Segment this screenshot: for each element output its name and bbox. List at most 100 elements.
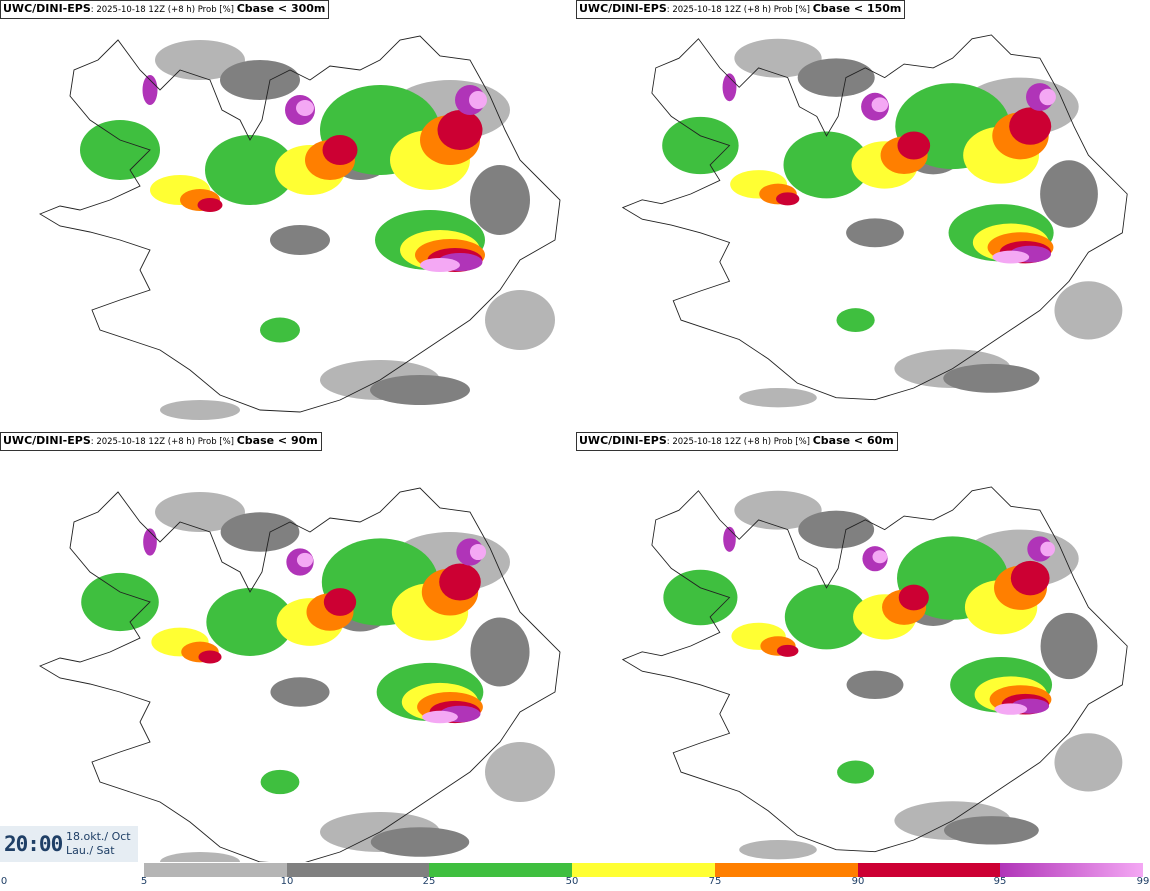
probability-area	[943, 363, 1040, 393]
probability-area	[470, 165, 530, 235]
map-panel-300m: UWC/DINI-EPS: 2025-10-18 12Z (+8 h) Prob…	[0, 0, 574, 430]
legend-segment	[287, 863, 429, 877]
iceland-probability-map	[621, 486, 1128, 860]
probability-area	[1010, 560, 1050, 596]
probability-area	[270, 225, 330, 255]
legend-segment	[715, 863, 858, 877]
probability-area	[296, 100, 314, 116]
legend-tick-label: 50	[565, 876, 579, 887]
probability-area	[837, 760, 875, 784]
probability-area	[437, 110, 483, 150]
legend-tick-label: 5	[140, 876, 148, 887]
legend-segment	[858, 863, 1000, 877]
probability-area	[739, 388, 817, 408]
probability-area	[776, 644, 799, 657]
probability-area	[723, 526, 736, 552]
probability-area	[1040, 160, 1098, 228]
panel-title: UWC/DINI-EPS: 2025-10-18 12Z (+8 h) Prob…	[576, 0, 906, 19]
probability-area	[739, 840, 817, 860]
probability-area	[420, 258, 460, 272]
panel-title: UWC/DINI-EPS: 2025-10-18 12Z (+8 h) Prob…	[0, 0, 330, 19]
probability-area	[469, 91, 487, 109]
panel-title: UWC/DINI-EPS: 2025-10-18 12Z (+8 h) Prob…	[0, 432, 322, 451]
probability-area	[846, 218, 904, 248]
probability-area	[155, 492, 245, 532]
coastline	[621, 486, 1128, 853]
probability-area	[485, 290, 555, 350]
coastline	[621, 34, 1128, 401]
probability-area	[663, 569, 738, 626]
legend-segment	[144, 863, 287, 877]
probability-area	[323, 588, 357, 616]
probability-area	[270, 677, 330, 707]
valid-date: 18.okt./ Oct Lau./ Sat	[66, 830, 131, 857]
coastline	[38, 35, 561, 413]
probability-area	[439, 563, 481, 601]
probability-area	[871, 97, 889, 113]
probability-area	[160, 400, 240, 420]
legend-tick-label: 75	[708, 876, 722, 887]
probability-area	[994, 703, 1028, 715]
probability-area	[662, 116, 739, 175]
probability-area	[846, 670, 904, 700]
probability-area	[469, 543, 487, 561]
probability-area	[797, 58, 875, 97]
probability-area	[422, 710, 458, 724]
probability-area	[783, 131, 870, 199]
legend-segment	[572, 863, 715, 877]
probability-area	[734, 490, 822, 530]
probability-area	[260, 317, 300, 343]
probability-area	[836, 308, 875, 333]
probability-area	[784, 584, 869, 650]
legend-tick-label: 10	[280, 876, 294, 887]
probability-area	[470, 617, 530, 687]
probability-area	[722, 73, 737, 102]
probability-area	[1009, 107, 1052, 145]
probability-area	[897, 131, 931, 160]
probability-area	[1054, 733, 1123, 792]
probability-area	[296, 552, 314, 568]
valid-time-box: 20:00 18.okt./ Oct Lau./ Sat	[0, 826, 138, 862]
probability-area	[1039, 88, 1056, 106]
coastline	[38, 487, 561, 862]
probability-area	[734, 38, 822, 78]
color-legend: 0 5 10 25 50 75 90 95 99	[0, 862, 1150, 891]
map-panel-150m: UWC/DINI-EPS: 2025-10-18 12Z (+8 h) Prob…	[576, 0, 1150, 430]
legend-tick-label: 99	[1136, 876, 1150, 887]
panel-title: UWC/DINI-EPS: 2025-10-18 12Z (+8 h) Prob…	[576, 432, 898, 451]
probability-area	[260, 769, 300, 795]
map-panel-60m: UWC/DINI-EPS: 2025-10-18 12Z (+8 h) Prob…	[576, 432, 1150, 862]
probability-area	[943, 816, 1039, 845]
legend-segment	[1000, 863, 1143, 877]
probability-area	[80, 120, 160, 180]
probability-area	[370, 375, 470, 405]
probability-area	[370, 827, 470, 857]
probability-area	[485, 742, 555, 802]
probability-area	[1054, 281, 1123, 340]
valid-time: 20:00	[4, 832, 63, 856]
legend-tick-label: 0	[0, 876, 8, 887]
probability-area	[1040, 541, 1056, 557]
iceland-probability-map	[38, 487, 561, 862]
probability-area	[206, 588, 294, 656]
legend-tick-label: 90	[851, 876, 865, 887]
legend-tick-label: 25	[422, 876, 436, 887]
probability-area	[220, 60, 300, 100]
probability-area	[776, 192, 800, 206]
iceland-probability-map	[621, 34, 1128, 408]
probability-area	[872, 550, 888, 564]
probability-area	[81, 572, 159, 632]
probability-area	[220, 512, 300, 552]
iceland-probability-map	[38, 35, 561, 420]
legend-tick-label: 95	[993, 876, 1007, 887]
probability-area	[898, 584, 929, 611]
probability-area	[1040, 612, 1098, 680]
probability-area	[160, 852, 240, 862]
probability-area	[205, 135, 295, 205]
probability-area	[198, 650, 222, 664]
probability-area	[155, 40, 245, 80]
probability-area	[142, 75, 158, 105]
map-panel-90m: UWC/DINI-EPS: 2025-10-18 12Z (+8 h) Prob…	[0, 432, 574, 862]
legend-segment	[429, 863, 572, 877]
probability-area	[322, 135, 358, 165]
